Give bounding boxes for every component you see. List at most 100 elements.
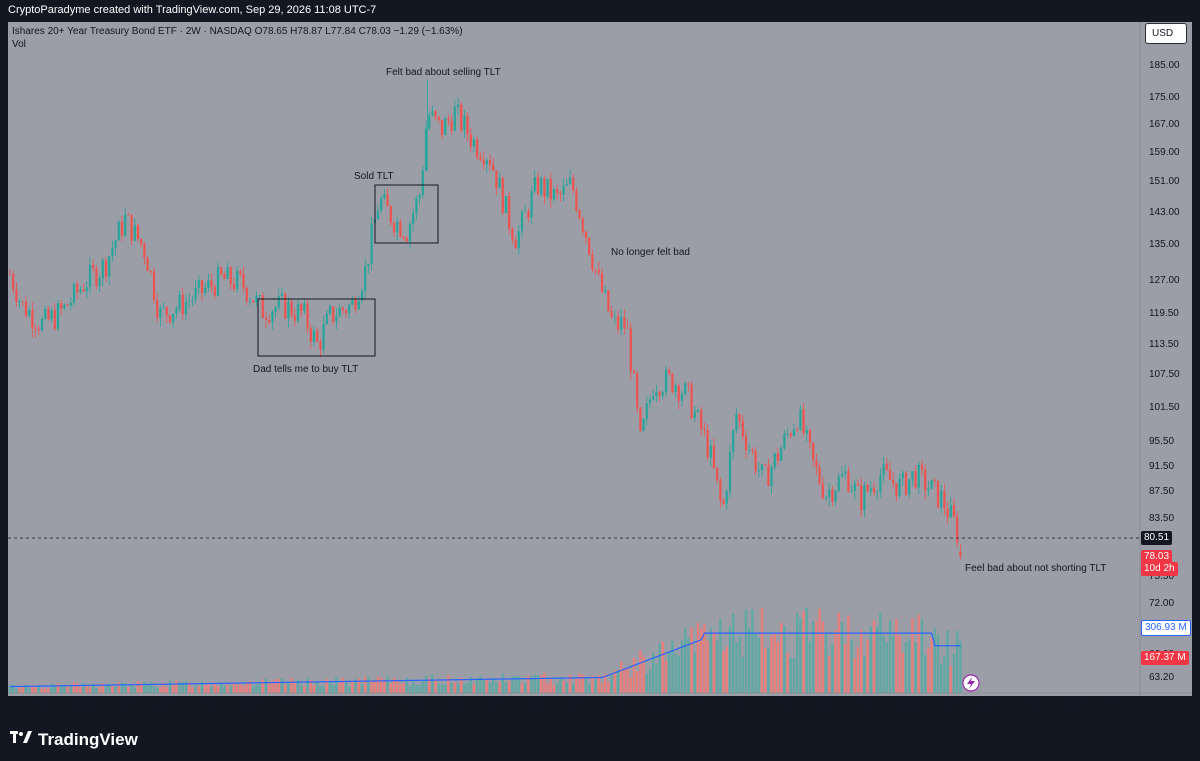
volume-bar xyxy=(476,678,479,693)
candle-body xyxy=(847,471,850,492)
candle-body xyxy=(72,283,76,303)
candle-body xyxy=(594,269,597,271)
candle-body xyxy=(792,429,796,436)
lightning-icon[interactable] xyxy=(962,674,980,692)
candle-body xyxy=(677,385,680,401)
candle-body xyxy=(200,280,204,294)
volume-bar xyxy=(325,679,328,693)
volume-bar xyxy=(508,680,511,693)
volume-bar xyxy=(949,665,952,693)
volume-bar xyxy=(716,640,719,693)
volume-bar xyxy=(389,683,392,693)
volume-bar xyxy=(936,634,940,693)
volume-bar xyxy=(200,681,204,693)
volume-bar xyxy=(444,684,447,693)
candle-body xyxy=(191,299,194,301)
volume-bar xyxy=(911,618,914,693)
candle-body xyxy=(629,328,632,372)
candle-body xyxy=(866,485,869,492)
volume-bar xyxy=(47,688,50,693)
candle-body xyxy=(476,139,479,158)
candle-body xyxy=(40,318,44,331)
time-tick-label: Jul xyxy=(36,699,49,710)
volume-bar xyxy=(696,622,700,693)
volume-bar xyxy=(296,679,300,693)
volume-bar xyxy=(946,630,949,693)
volume-bar xyxy=(40,688,44,693)
candle-body xyxy=(504,196,508,213)
volume-bar xyxy=(738,635,741,693)
volume-bar xyxy=(8,685,12,693)
volume-bar xyxy=(440,684,444,693)
volume-bar xyxy=(732,613,735,693)
candle-body xyxy=(773,453,776,468)
volume-bar xyxy=(799,617,802,693)
candle-body xyxy=(565,183,568,186)
volume-bar xyxy=(520,683,524,693)
time-tick-label: Jul xyxy=(695,699,708,710)
brand-text: TradingView xyxy=(38,730,138,749)
candle-body xyxy=(274,307,277,312)
candle-body xyxy=(444,118,447,136)
candle-body xyxy=(815,459,818,468)
volume-bar xyxy=(412,681,415,693)
candle-body xyxy=(178,294,181,309)
volume-bar xyxy=(335,676,338,693)
candle-body xyxy=(876,492,879,493)
candlesticks xyxy=(8,80,962,561)
volume-bar xyxy=(588,683,591,693)
volume-bar xyxy=(434,680,437,693)
candle-body xyxy=(700,409,703,430)
time-tick-label: Jul xyxy=(942,699,955,710)
volume-bar xyxy=(796,613,799,693)
chart-panel[interactable] xyxy=(8,22,1192,696)
candle-body xyxy=(92,264,95,269)
volume-bar xyxy=(930,637,933,693)
candle-body xyxy=(479,157,482,160)
volume-bar xyxy=(879,611,882,693)
volume-bar xyxy=(332,684,335,693)
candle-body xyxy=(559,193,562,195)
volume-bar xyxy=(684,627,687,693)
dad-box xyxy=(257,298,376,357)
candle-body xyxy=(604,290,607,293)
volume-bar xyxy=(802,611,805,693)
volume-bar xyxy=(226,685,229,693)
price-axis: 185.00 175.00 167.00 159.00 151.00 143.00 135.… xyxy=(1149,60,1180,683)
candle-body xyxy=(472,139,476,147)
volume-bar xyxy=(453,682,456,693)
volume-bar xyxy=(632,657,636,693)
volume-bar xyxy=(620,661,623,693)
volume-bar xyxy=(239,683,242,693)
volume-bar xyxy=(818,608,821,693)
candle-body xyxy=(194,287,197,300)
volume-bar xyxy=(488,682,492,693)
volume-bar xyxy=(956,630,959,693)
volume-bar xyxy=(658,643,661,693)
time-tick-label: 2020 xyxy=(402,699,425,710)
volume-bar xyxy=(725,646,728,693)
volume-bar xyxy=(517,676,520,693)
candle-body xyxy=(280,293,284,297)
volume-bar xyxy=(92,683,95,693)
candle-body xyxy=(754,451,757,472)
volume-bar xyxy=(271,680,274,693)
volume-bar xyxy=(386,675,389,693)
price-tick-label: 127.00 xyxy=(1149,275,1180,286)
candle-body xyxy=(168,315,172,323)
candle-body xyxy=(639,407,642,431)
candle-body xyxy=(498,177,501,189)
candle-body xyxy=(658,391,661,396)
volume-bar xyxy=(421,679,424,693)
volume-bar xyxy=(629,677,632,693)
currency-button[interactable]: USD xyxy=(1145,23,1187,44)
volume-bar xyxy=(943,656,946,693)
candle-body xyxy=(623,317,626,329)
volume-bar xyxy=(504,682,508,693)
candle-body xyxy=(50,310,53,320)
volume-bar xyxy=(98,686,101,693)
volume-bar xyxy=(152,686,156,693)
volume-bar xyxy=(584,678,588,693)
candle-body xyxy=(431,111,434,116)
candle-body xyxy=(562,185,565,195)
